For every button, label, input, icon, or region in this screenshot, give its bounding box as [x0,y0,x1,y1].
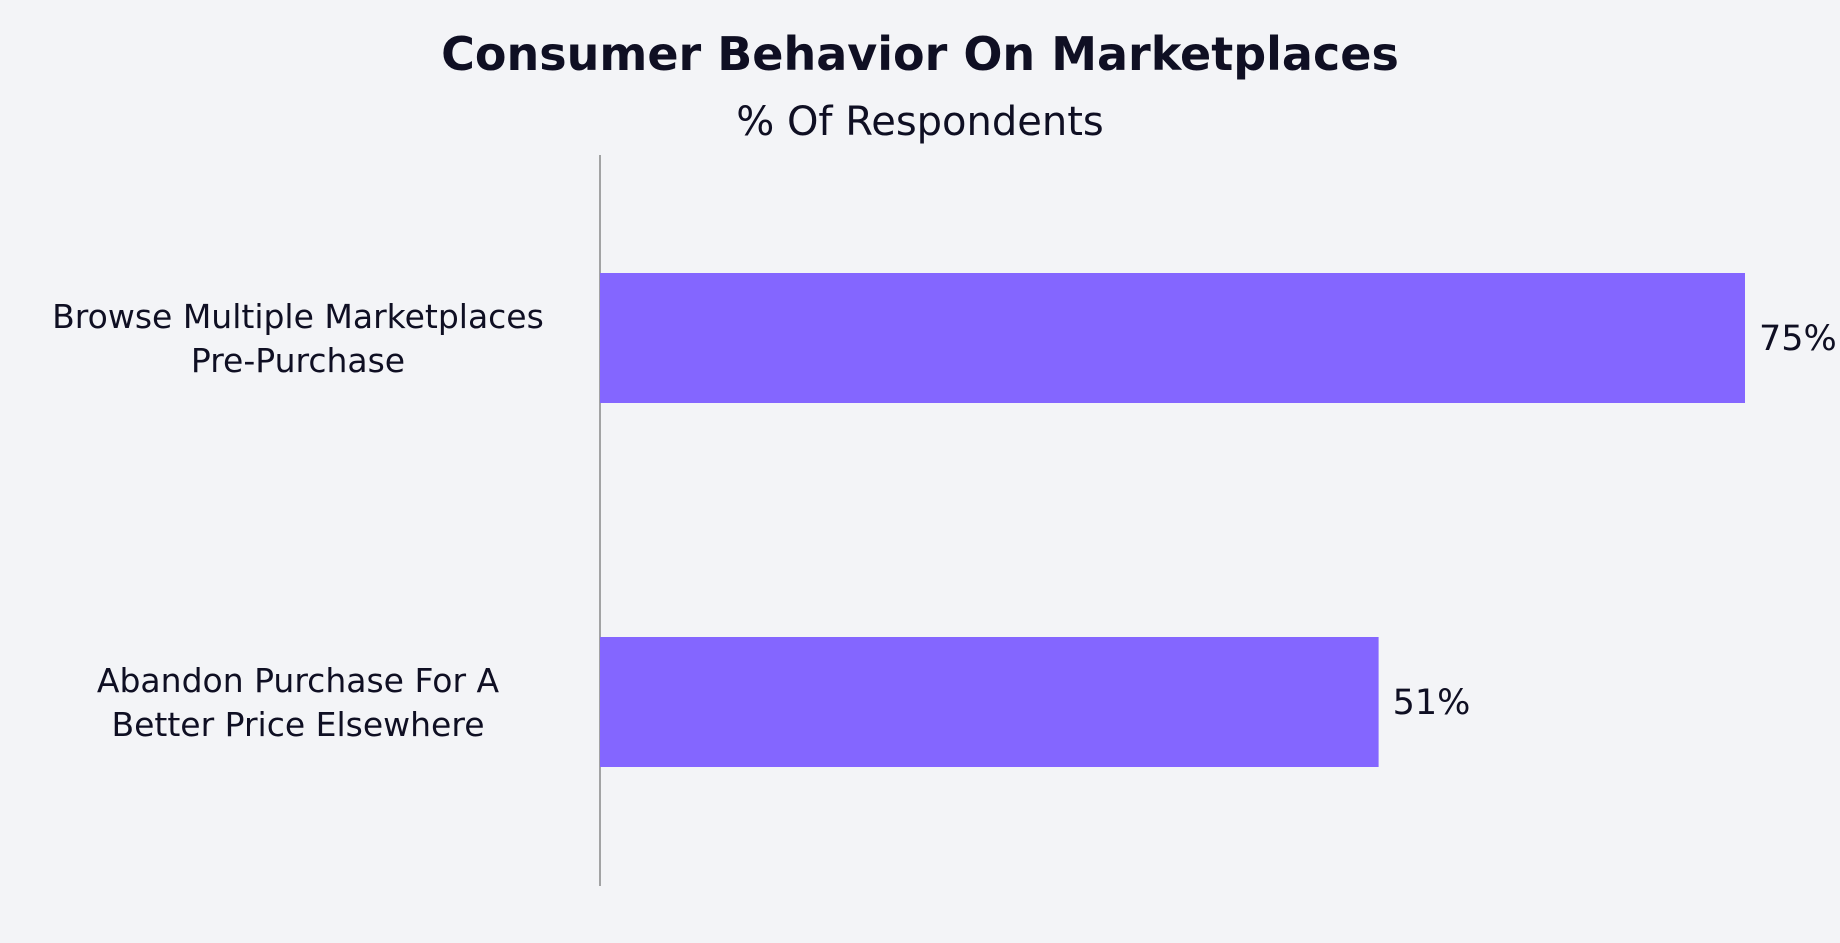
chart-subtitle: % Of Respondents [736,99,1104,145]
bar-2 [600,637,1379,767]
category-label-1-line-2: Pre-Purchase [191,341,405,380]
bar-1 [600,273,1745,403]
chart-title: Consumer Behavior On Marketplaces [441,27,1399,81]
category-label-2-line-1: Abandon Purchase For A [97,661,500,700]
value-label-2: 51% [1393,683,1471,723]
category-label-1-line-1: Browse Multiple Marketplaces [52,297,544,336]
bars-group: 75% Browse Multiple Marketplaces Pre-Purch… [52,273,1837,767]
value-label-1: 75% [1759,319,1837,359]
category-label-2-line-2: Better Price Elsewhere [111,705,484,744]
